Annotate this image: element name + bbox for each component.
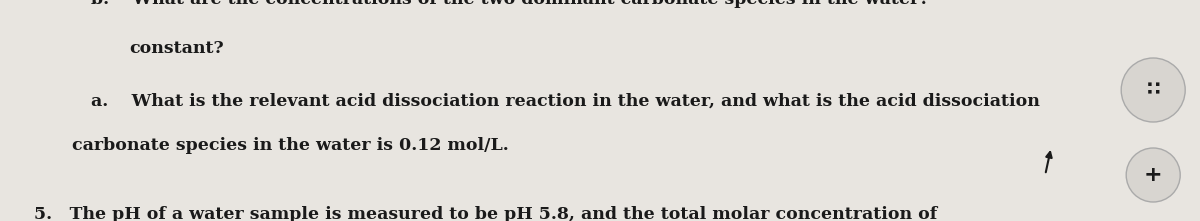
Text: 5. The pH of a water sample is measured to be pH 5.8, and the total molar concen: 5. The pH of a water sample is measured … — [34, 206, 937, 221]
Text: ∷: ∷ — [1146, 80, 1160, 99]
Ellipse shape — [1127, 148, 1181, 202]
Text: b.  What are the concentrations of the two dominant carbonate species in the wat: b. What are the concentrations of the tw… — [91, 0, 930, 8]
Text: +: + — [1144, 165, 1163, 185]
Text: a.  What is the relevant acid dissociation reaction in the water, and what is th: a. What is the relevant acid dissociatio… — [91, 93, 1040, 110]
Ellipse shape — [1121, 58, 1186, 122]
Text: carbonate species in the water is 0.12 mol/L.: carbonate species in the water is 0.12 m… — [72, 137, 509, 154]
Text: constant?: constant? — [130, 40, 224, 57]
